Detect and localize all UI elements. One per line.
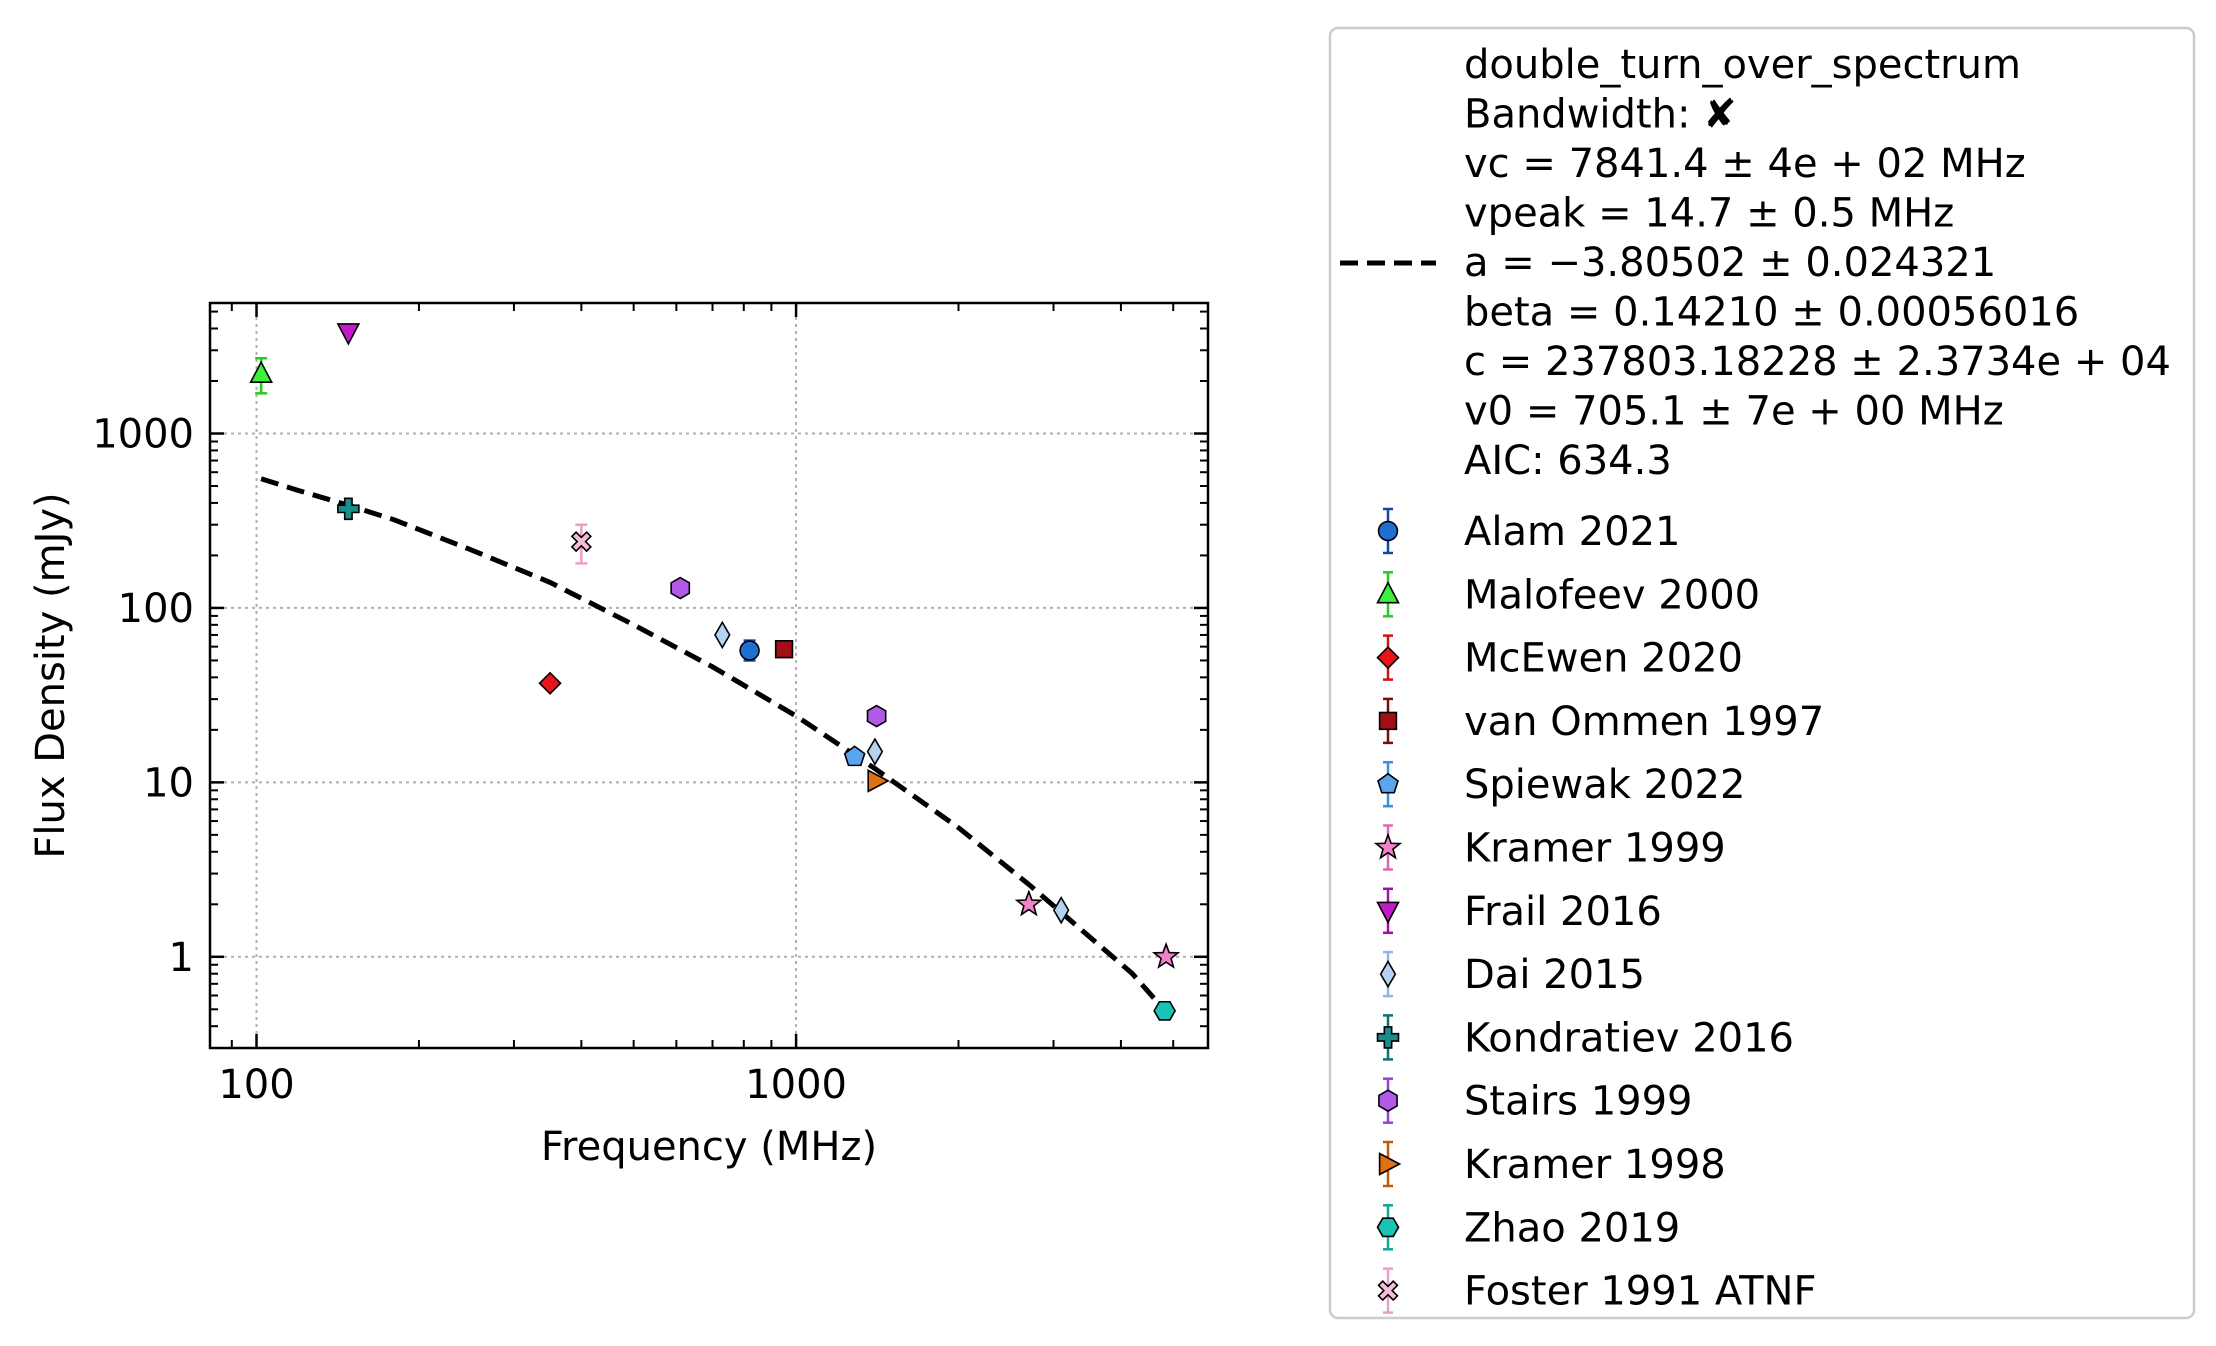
legend-series-label: Foster 1991 ATNF — [1464, 1269, 1816, 1315]
y-tick-label: 1 — [169, 935, 194, 981]
legend-marker — [1376, 581, 1400, 604]
axis-ticks: 100 1000 1 10 100 1000 — [92, 303, 1208, 1108]
legend-series-label: Zhao 2019 — [1464, 1205, 1680, 1251]
legend-marker — [1378, 711, 1398, 731]
fit-curve — [260, 476, 1166, 1011]
legend-series-label: Kramer 1998 — [1464, 1142, 1726, 1188]
legend-marker — [1377, 520, 1399, 542]
legend-series-label: Dai 2015 — [1464, 952, 1645, 998]
x-tick-label: 1000 — [745, 1062, 847, 1108]
legend-series-label: McEwen 2020 — [1464, 636, 1743, 682]
legend-fit-text: a = −3.80502 ± 0.024321 — [1464, 240, 1996, 286]
legend-fit-text: AIC: 634.3 — [1464, 438, 1672, 484]
legend-series-label: Kondratiev 2016 — [1464, 1015, 1794, 1061]
y-tick-label: 1000 — [92, 412, 194, 458]
legend-box — [1328, 26, 2196, 1320]
data-point — [1014, 889, 1043, 917]
data-point — [739, 640, 760, 661]
legend-fit-text: v0 = 705.1 ± 7e + 00 MHz — [1464, 389, 2004, 435]
legend-fit-text: Bandwidth: ✘ — [1464, 92, 1737, 138]
data-point — [774, 640, 794, 659]
data-point — [866, 704, 887, 728]
plot-frame — [208, 301, 1210, 1050]
legend-marker — [1379, 959, 1397, 989]
legend-series-label: Alam 2021 — [1464, 509, 1680, 555]
x-axis-label: Frequency (MHz) — [541, 1124, 877, 1170]
legend-marker — [1378, 1152, 1402, 1176]
legend-marker — [1376, 1026, 1400, 1049]
legend-fit-text: c = 237803.18228 ± 2.3734e + 04 — [1464, 339, 2171, 385]
legend-series-label: Kramer 1999 — [1464, 826, 1726, 872]
data-point — [538, 671, 562, 695]
legend-series-label: Malofeev 2000 — [1464, 572, 1760, 618]
legend-marker — [1378, 1089, 1398, 1113]
legend-series-label: Spiewak 2022 — [1464, 762, 1745, 808]
grid — [210, 303, 1208, 1048]
data-point — [866, 737, 884, 766]
legend-series-label: Frail 2016 — [1464, 889, 1662, 935]
legend-marker — [1376, 645, 1400, 670]
data-point — [714, 620, 731, 650]
data-point — [1052, 896, 1070, 925]
legend-marker — [1377, 772, 1399, 794]
data-point — [570, 531, 592, 553]
legend-fit-text: double_turn_over_spectrum — [1464, 42, 2021, 88]
legend-marker — [1377, 1280, 1399, 1302]
data-point — [670, 576, 691, 600]
data-point — [867, 769, 890, 793]
data-point — [1151, 941, 1181, 969]
legend-series-label: van Ommen 1997 — [1464, 699, 1824, 745]
fit-curve-group — [260, 476, 1166, 1011]
y-tick-label: 100 — [118, 586, 194, 632]
legend-fit-text: vc = 7841.4 ± 4e + 02 MHz — [1464, 141, 2026, 187]
legend-fit-text: vpeak = 14.7 ± 0.5 MHz — [1464, 191, 1954, 237]
y-axis-label: Flux Density (mJy) — [28, 492, 74, 858]
data-points-group — [249, 323, 1181, 1021]
legend-marker — [1373, 832, 1403, 860]
data-point — [843, 745, 866, 767]
legend-marker — [1376, 901, 1400, 925]
legend-series-label: Stairs 1999 — [1464, 1079, 1693, 1125]
data-point — [1153, 1000, 1177, 1021]
x-tick-label: 100 — [218, 1062, 294, 1108]
legend-fit-text: beta = 0.14210 ± 0.00056016 — [1464, 290, 2079, 336]
data-point — [249, 360, 273, 383]
data-point — [337, 497, 360, 521]
legend-marker — [1376, 1217, 1400, 1238]
y-tick-label: 10 — [143, 760, 194, 806]
data-point — [336, 323, 361, 346]
